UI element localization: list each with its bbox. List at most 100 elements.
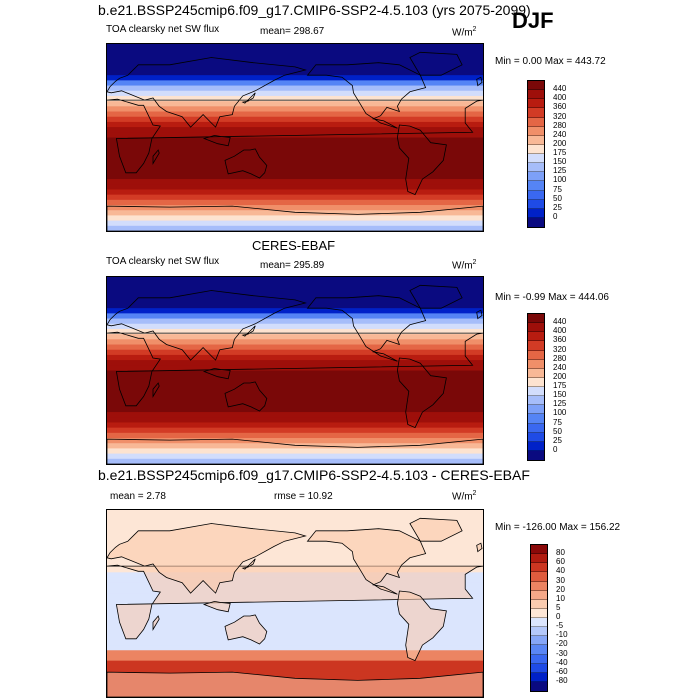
- colorbar-swatch: [528, 423, 544, 433]
- colorbar-label: 240: [553, 129, 567, 139]
- map-latitude-band: [107, 665, 483, 672]
- colorbar-swatch: [531, 627, 547, 637]
- map-latitude-band: [107, 153, 483, 159]
- colorbar-swatch: [528, 387, 544, 397]
- colorbar-swatch: [528, 368, 544, 378]
- map-latitude-band: [107, 277, 483, 283]
- map-latitude-band: [107, 116, 483, 123]
- map-latitude-band: [107, 458, 483, 464]
- colorbar-label: 50: [553, 426, 562, 436]
- map-latitude-band: [107, 158, 483, 165]
- map-coastline: [476, 542, 483, 553]
- map-latitude-band: [107, 412, 483, 418]
- map-latitude-band: [107, 328, 483, 335]
- map-coastline-icon: [107, 44, 483, 231]
- map-latitude-band: [107, 179, 483, 185]
- colorbar-swatch: [531, 554, 547, 564]
- map-latitude-band: [107, 111, 483, 118]
- colorbar-label: 10: [556, 593, 565, 603]
- colorbar-label: 280: [553, 120, 567, 130]
- colorbar-swatch: [531, 572, 547, 582]
- colorbar-label: 400: [553, 326, 567, 336]
- map-latitude-band: [107, 551, 483, 558]
- map-latitude-band: [107, 396, 483, 403]
- map-latitude-band: [107, 401, 483, 408]
- map-coastline: [107, 564, 483, 640]
- map-latitude-band: [107, 510, 483, 516]
- map-coastline: [241, 92, 256, 104]
- colorbar-swatch: [528, 332, 544, 342]
- map-latitude-band: [107, 432, 483, 439]
- map-latitude-band: [107, 427, 483, 434]
- map-latitude-band: [107, 184, 483, 191]
- map-latitude-band: [107, 106, 483, 113]
- map-latitude-band: [107, 220, 483, 227]
- map-latitude-band: [107, 127, 483, 133]
- map-latitude-band: [107, 619, 483, 625]
- map-latitude-band: [107, 199, 483, 206]
- panel1-minmax: Min = 0.00 Max = 443.72: [495, 56, 606, 67]
- colorbar-label: 0: [553, 211, 558, 221]
- map-latitude-band: [107, 215, 483, 222]
- map-coastline: [107, 57, 307, 128]
- map-coastline: [476, 309, 483, 320]
- colorbar-swatch: [531, 672, 547, 682]
- map-latitude-band: [107, 422, 483, 429]
- colorbar-swatch: [531, 618, 547, 628]
- map-latitude-band: [107, 671, 483, 677]
- map-latitude-band: [107, 349, 483, 356]
- map-latitude-band: [107, 64, 483, 71]
- map-latitude-band: [107, 80, 483, 87]
- panel1-map: [106, 43, 484, 232]
- colorbar-label: 175: [553, 148, 567, 157]
- colorbar-swatch: [531, 608, 547, 618]
- map-latitude-band: [107, 54, 483, 61]
- map-latitude-band: [107, 515, 483, 521]
- map-latitude-band: [107, 194, 483, 201]
- map-latitude-band: [107, 386, 483, 392]
- colorbar-swatch: [531, 663, 547, 673]
- case-title: b.e21.BSSP245cmip6.f09_g17.CMIP6-SSP2-4.…: [98, 2, 531, 18]
- colorbar-label: 125: [553, 399, 567, 409]
- map-latitude-band: [107, 603, 483, 610]
- map-latitude-band: [107, 375, 483, 382]
- panel2-units: W/m2: [452, 259, 477, 272]
- colorbar-label: -10: [556, 630, 568, 640]
- colorbar-label: 280: [553, 353, 567, 363]
- colorbar-swatch: [528, 441, 544, 451]
- panel2-map: [106, 276, 484, 465]
- colorbar-label: 360: [553, 102, 567, 112]
- map-latitude-band: [107, 282, 483, 288]
- colorbar-label: 175: [553, 381, 567, 390]
- colorbar-label: -30: [556, 648, 568, 658]
- colorbar-swatch: [528, 414, 544, 424]
- colorbar-label: 25: [553, 202, 562, 212]
- map-latitude-band: [107, 354, 483, 361]
- map-coastline: [396, 357, 447, 429]
- map-coastline: [202, 600, 231, 613]
- colorbar-label: 320: [553, 111, 567, 121]
- map-latitude-band: [107, 391, 483, 398]
- panel2-subtitle: CERES-EBAF: [252, 238, 336, 253]
- colorbar-label: 75: [553, 184, 562, 194]
- map-coastline: [476, 76, 483, 87]
- colorbar-swatch: [528, 217, 544, 227]
- colorbar-swatch: [528, 135, 544, 145]
- map-latitude-band: [107, 90, 483, 97]
- map-coastline: [224, 381, 268, 412]
- map-coastline: [107, 671, 483, 697]
- colorbar-swatch: [528, 396, 544, 406]
- map-latitude-band: [107, 49, 483, 55]
- colorbar-swatch: [528, 126, 544, 136]
- colorbar-swatch: [528, 117, 544, 127]
- map-coastline: [396, 590, 447, 662]
- map-latitude-band: [107, 339, 483, 346]
- map-latitude-band: [107, 318, 483, 325]
- map-coastline: [202, 367, 231, 380]
- panel3-units: W/m2: [452, 490, 477, 503]
- panel2-minmax: Min = -0.99 Max = 444.06: [495, 292, 609, 303]
- map-latitude-band: [107, 121, 483, 128]
- colorbar-label: 125: [553, 166, 567, 176]
- map-latitude-band: [107, 417, 483, 424]
- map-latitude-band: [107, 313, 483, 320]
